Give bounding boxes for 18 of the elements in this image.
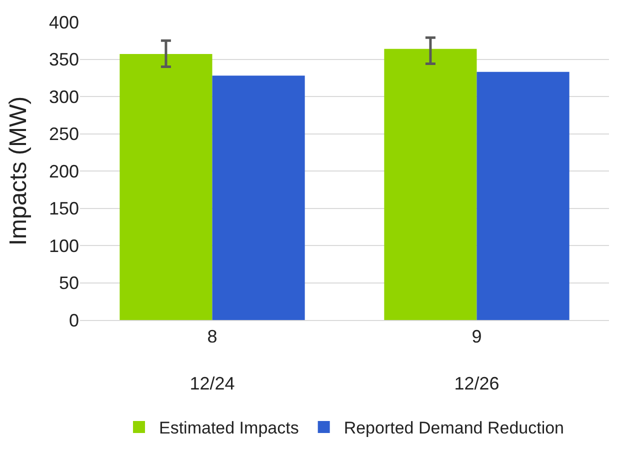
bar (476, 72, 570, 320)
y-tick-label: 50 (58, 273, 79, 294)
y-tick-label: 300 (48, 86, 79, 107)
legend-label: Reported Demand Reduction (344, 418, 564, 438)
y-tick-label: 400 (48, 12, 79, 32)
y-tick-label: 0 (68, 310, 79, 330)
legend-label: Estimated Impacts (159, 418, 299, 438)
bar (384, 48, 477, 320)
y-tick-label: 100 (48, 236, 79, 256)
y-tick-label: 350 (48, 50, 79, 70)
y-tick-label: 200 (48, 161, 79, 182)
category-label: 8 12/24 (190, 326, 235, 394)
category-label: 9 12/26 (454, 326, 500, 394)
y-tick-label: 150 (48, 198, 79, 219)
y-tick-label: 250 (48, 124, 79, 144)
bar (212, 76, 305, 320)
bar (120, 54, 212, 320)
y-axis-title: Impacts (MW) (5, 96, 32, 246)
